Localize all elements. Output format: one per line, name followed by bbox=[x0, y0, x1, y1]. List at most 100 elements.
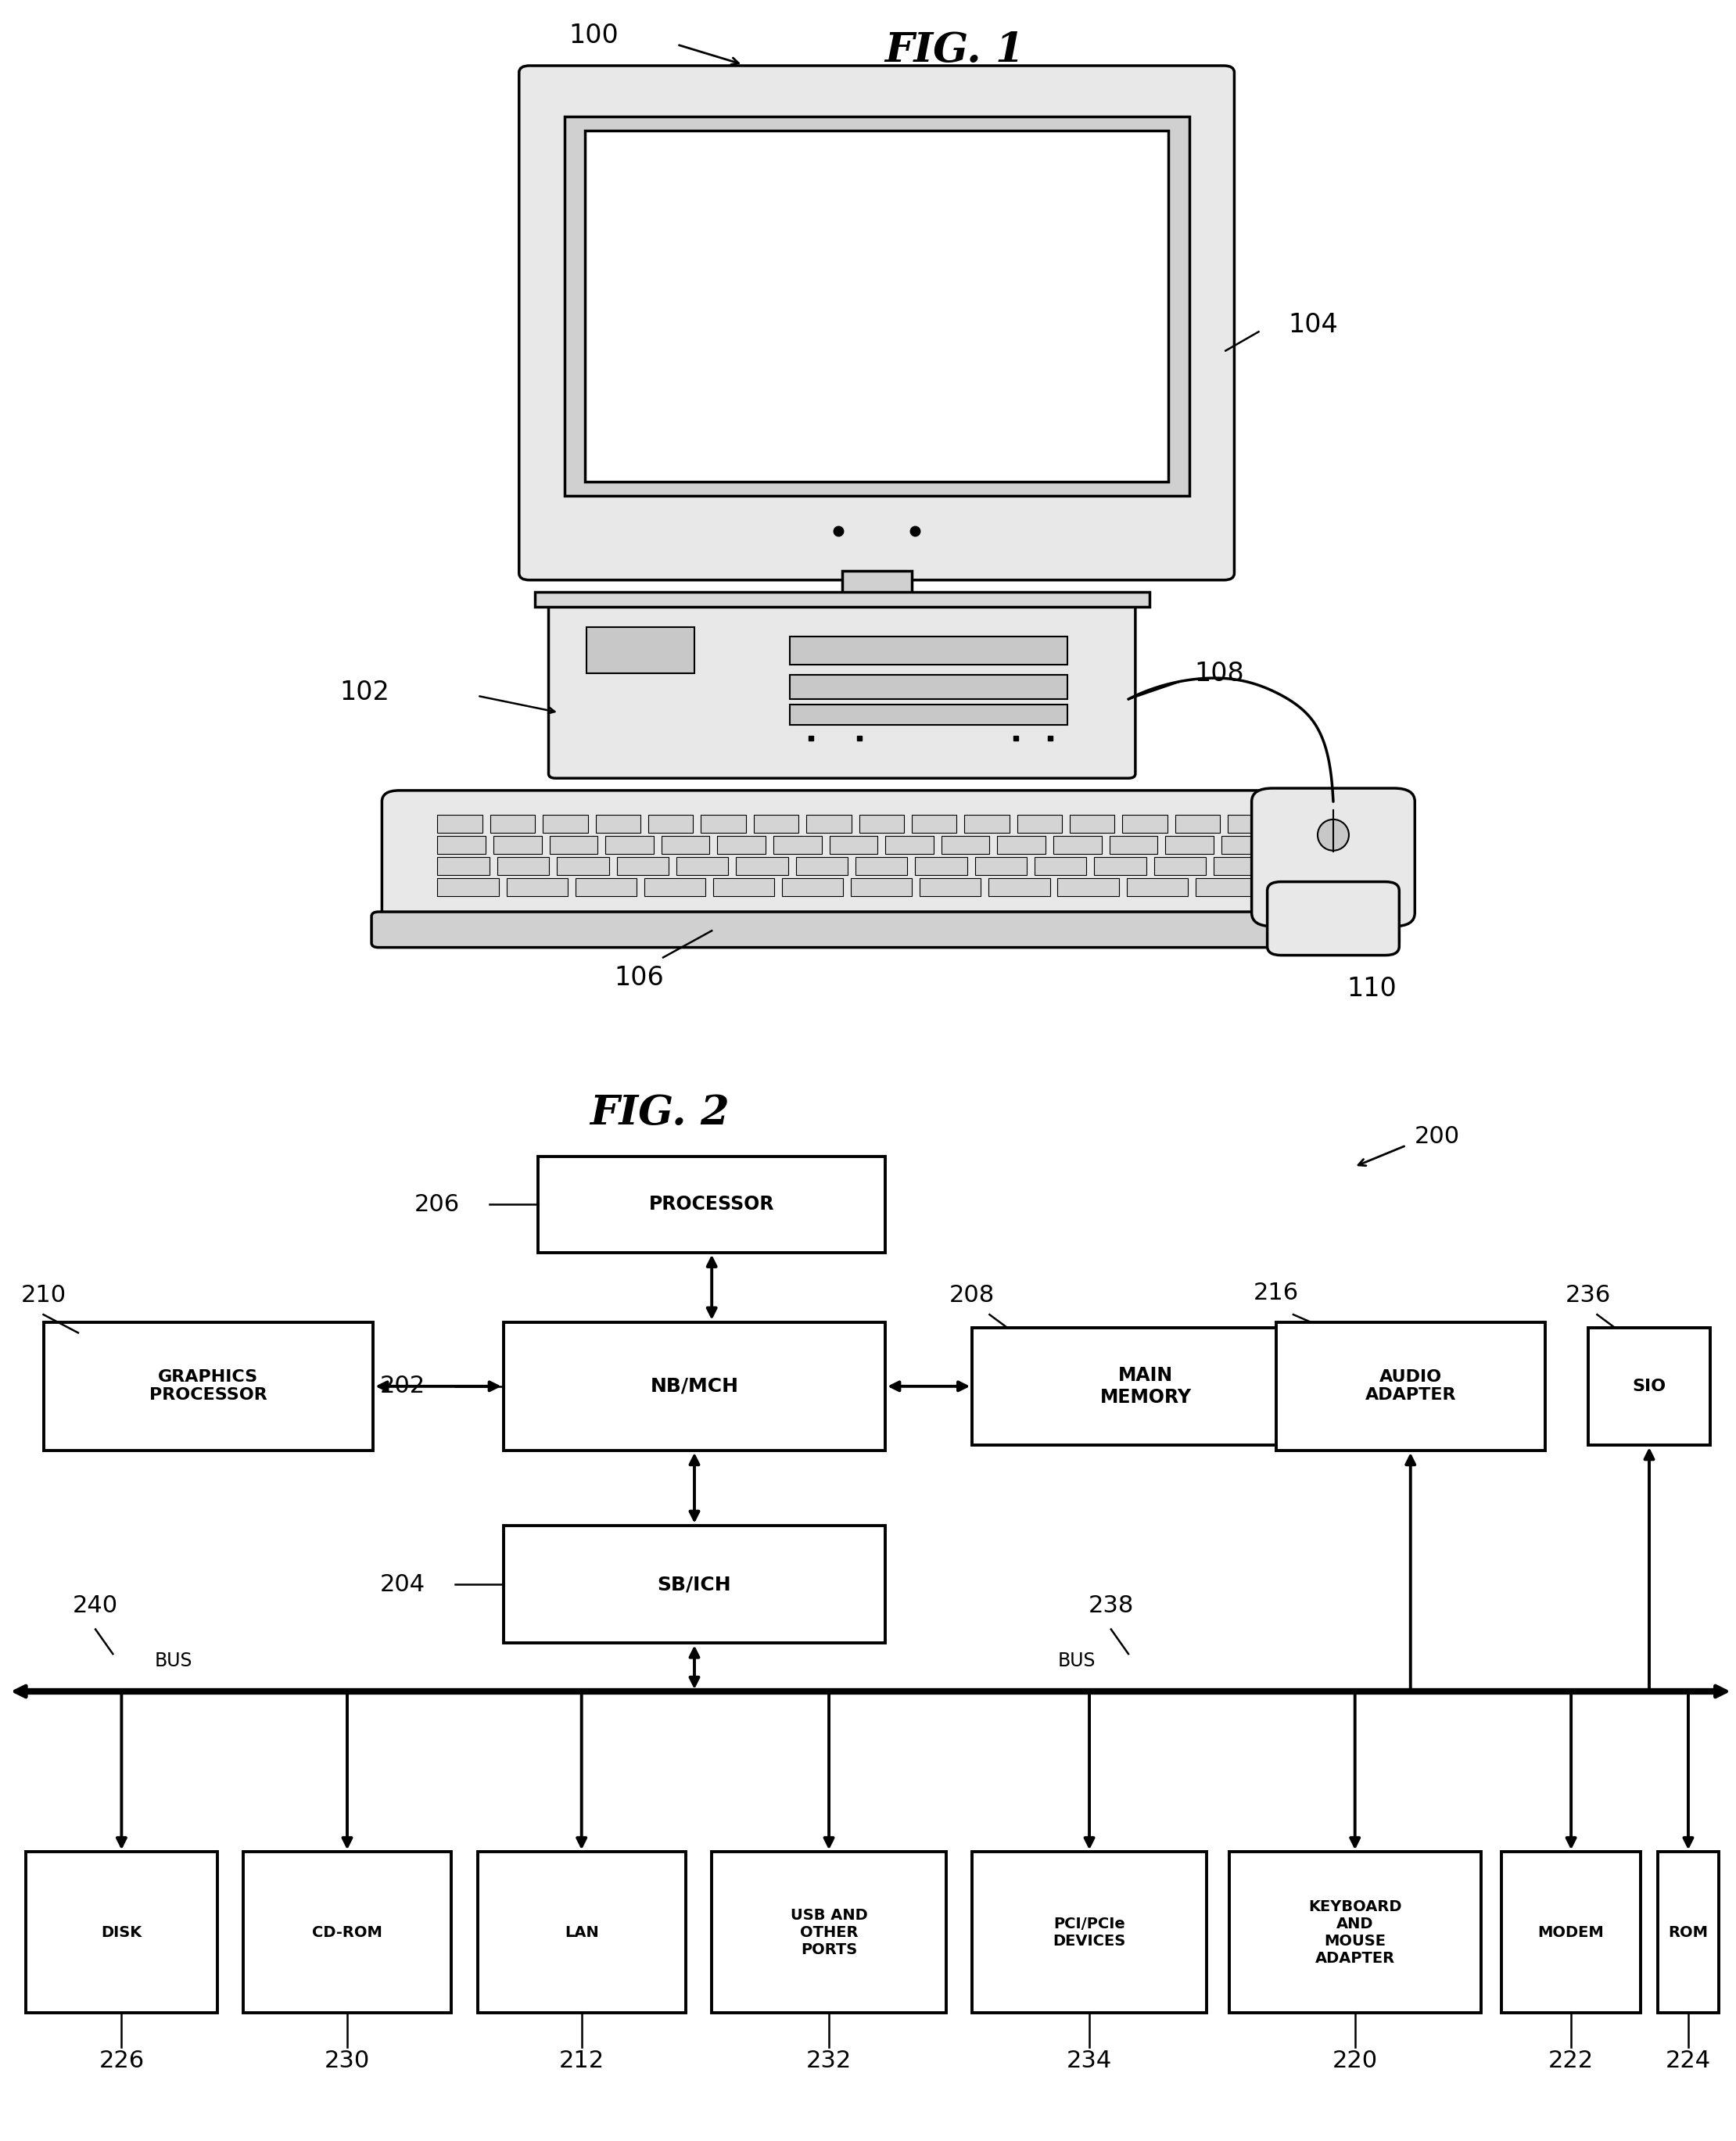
Bar bbox=[1017, 816, 1062, 833]
Bar bbox=[648, 816, 693, 833]
Bar bbox=[1278, 837, 1326, 854]
Text: FIG. 2: FIG. 2 bbox=[590, 1094, 729, 1133]
Bar bbox=[1069, 816, 1115, 833]
FancyBboxPatch shape bbox=[382, 790, 1389, 929]
Bar bbox=[1057, 878, 1118, 897]
Bar bbox=[717, 837, 766, 854]
Bar bbox=[753, 816, 799, 833]
Text: 202: 202 bbox=[380, 1375, 425, 1398]
Text: SIO: SIO bbox=[1632, 1379, 1667, 1394]
Bar bbox=[712, 1852, 946, 2013]
Bar bbox=[243, 1852, 451, 2013]
Bar bbox=[851, 878, 911, 897]
Text: LAN: LAN bbox=[564, 1925, 599, 1940]
Text: 206: 206 bbox=[415, 1193, 460, 1216]
Bar bbox=[1196, 878, 1257, 897]
Bar bbox=[1094, 856, 1146, 876]
Bar bbox=[587, 627, 694, 674]
Bar bbox=[736, 856, 788, 876]
Bar bbox=[503, 1524, 885, 1644]
Text: GRAPHICS
PROCESSOR: GRAPHICS PROCESSOR bbox=[149, 1370, 267, 1402]
Bar bbox=[856, 856, 908, 876]
Bar bbox=[677, 856, 729, 876]
Text: 104: 104 bbox=[1288, 313, 1338, 338]
Text: 208: 208 bbox=[950, 1285, 995, 1306]
Text: MAIN
MEMORY: MAIN MEMORY bbox=[1101, 1366, 1191, 1407]
Bar bbox=[1109, 837, 1158, 854]
Text: 226: 226 bbox=[99, 2049, 144, 2072]
Bar bbox=[437, 856, 490, 876]
Text: USB AND
OTHER
PORTS: USB AND OTHER PORTS bbox=[790, 1908, 868, 1957]
Bar bbox=[911, 816, 957, 833]
Bar bbox=[830, 837, 878, 854]
Bar bbox=[920, 878, 981, 897]
Bar bbox=[842, 572, 911, 617]
Text: 224: 224 bbox=[1665, 2049, 1712, 2072]
FancyBboxPatch shape bbox=[679, 606, 1075, 640]
Text: 238: 238 bbox=[1088, 1595, 1134, 1616]
Bar bbox=[1276, 1321, 1545, 1452]
Text: BUS: BUS bbox=[1057, 1651, 1095, 1670]
Bar bbox=[1229, 1852, 1481, 2013]
Bar bbox=[606, 837, 653, 854]
Text: 106: 106 bbox=[615, 966, 663, 991]
Bar bbox=[490, 816, 535, 833]
Bar bbox=[774, 837, 821, 854]
Bar bbox=[790, 674, 1068, 700]
Text: 100: 100 bbox=[569, 24, 618, 49]
Bar bbox=[1222, 837, 1269, 854]
Bar bbox=[996, 837, 1045, 854]
Bar bbox=[543, 816, 589, 833]
Text: BUS: BUS bbox=[155, 1651, 193, 1670]
Bar bbox=[437, 816, 483, 833]
FancyBboxPatch shape bbox=[549, 597, 1135, 777]
Bar bbox=[1035, 856, 1087, 876]
Bar bbox=[790, 704, 1068, 726]
Bar bbox=[644, 878, 705, 897]
Bar bbox=[538, 1156, 885, 1252]
Text: DISK: DISK bbox=[101, 1925, 142, 1940]
Bar bbox=[503, 1321, 885, 1452]
Text: 216: 216 bbox=[1253, 1282, 1299, 1304]
Bar bbox=[549, 837, 597, 854]
Text: 200: 200 bbox=[1415, 1126, 1460, 1148]
Text: 236: 236 bbox=[1566, 1285, 1611, 1306]
Bar bbox=[585, 131, 1168, 482]
Text: KEYBOARD
AND
MOUSE
ADAPTER: KEYBOARD AND MOUSE ADAPTER bbox=[1309, 1899, 1401, 1965]
Bar bbox=[965, 816, 1009, 833]
Bar bbox=[595, 816, 641, 833]
Bar bbox=[1658, 1852, 1719, 2013]
Text: 108: 108 bbox=[1194, 662, 1245, 687]
Bar bbox=[885, 837, 934, 854]
Bar bbox=[1175, 816, 1220, 833]
Text: 230: 230 bbox=[325, 2049, 370, 2072]
Bar bbox=[535, 593, 1149, 606]
Bar bbox=[437, 837, 486, 854]
Bar bbox=[26, 1852, 217, 2013]
Bar bbox=[806, 816, 851, 833]
Bar bbox=[859, 816, 904, 833]
Text: 232: 232 bbox=[806, 2049, 852, 2072]
Bar bbox=[701, 816, 746, 833]
FancyBboxPatch shape bbox=[519, 66, 1234, 580]
Bar bbox=[790, 636, 1068, 664]
Text: 210: 210 bbox=[21, 1285, 66, 1306]
Text: SB/ICH: SB/ICH bbox=[658, 1576, 731, 1593]
Bar bbox=[661, 837, 710, 854]
Bar bbox=[1123, 816, 1167, 833]
Bar bbox=[941, 837, 990, 854]
Text: 234: 234 bbox=[1066, 2049, 1113, 2072]
Bar bbox=[437, 878, 498, 897]
Text: FIG. 1: FIG. 1 bbox=[885, 30, 1024, 71]
Bar bbox=[1165, 837, 1213, 854]
Bar bbox=[1274, 856, 1326, 876]
Text: 212: 212 bbox=[559, 2049, 604, 2072]
Bar bbox=[1154, 856, 1207, 876]
Text: AUDIO
ADAPTER: AUDIO ADAPTER bbox=[1364, 1370, 1457, 1402]
Bar bbox=[1213, 856, 1266, 876]
Text: 220: 220 bbox=[1332, 2049, 1378, 2072]
Bar bbox=[990, 878, 1050, 897]
Bar bbox=[976, 856, 1028, 876]
Bar bbox=[1588, 1327, 1710, 1445]
FancyBboxPatch shape bbox=[1267, 882, 1399, 955]
